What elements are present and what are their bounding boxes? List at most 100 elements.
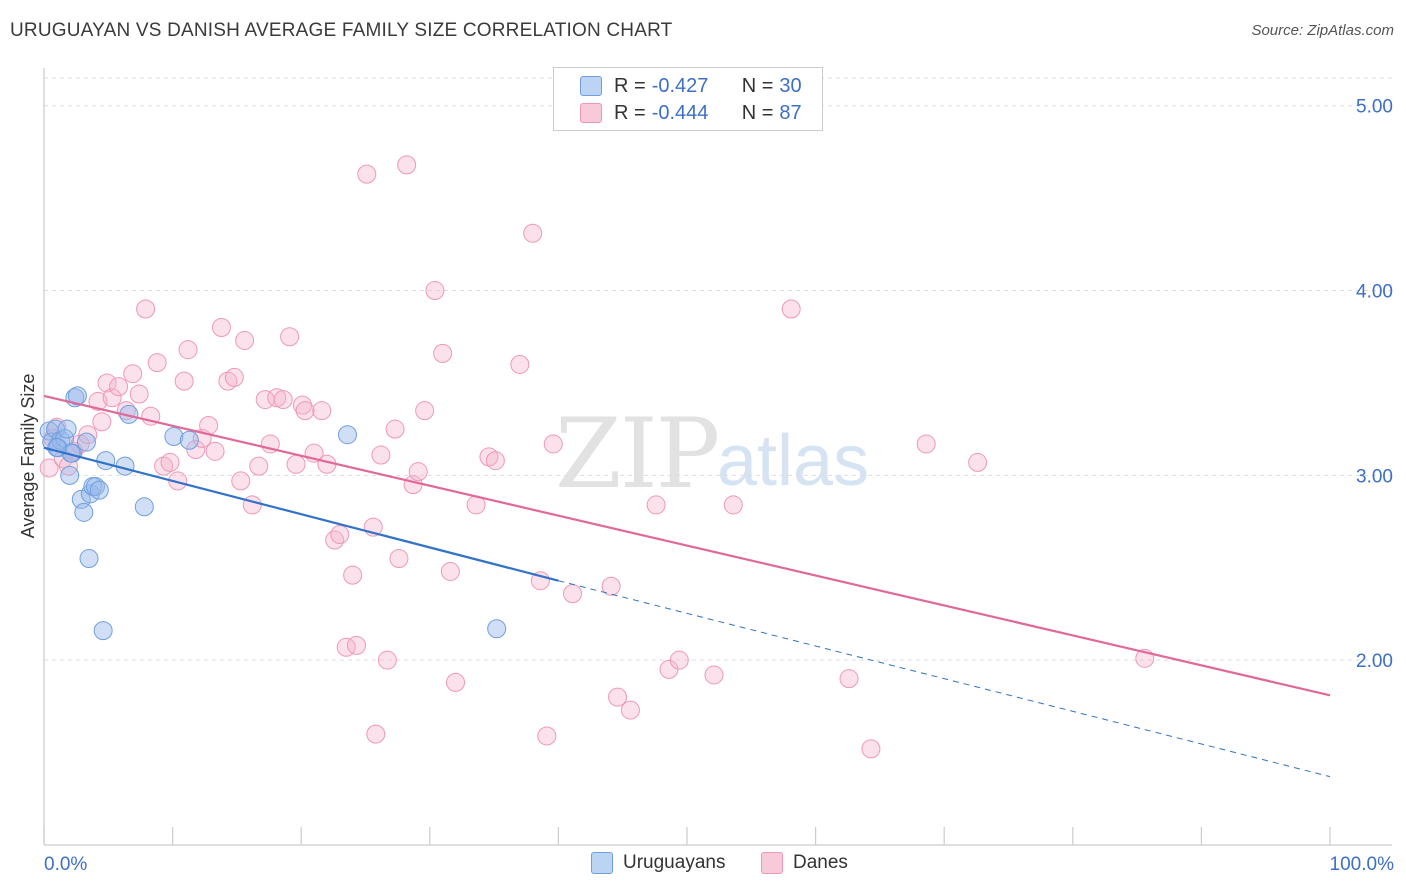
watermark-atlas: atlas <box>717 421 870 501</box>
dane-point <box>249 456 269 476</box>
legend-r-value: -0.427 <box>651 74 709 97</box>
dane-point <box>563 584 583 604</box>
dane-point <box>620 700 640 720</box>
dane-point <box>205 441 225 461</box>
chart-title: URUGUAYAN VS DANISH AVERAGE FAMILY SIZE … <box>10 20 673 41</box>
dane-point <box>129 384 149 404</box>
legend-n-label: N = <box>741 74 774 97</box>
uruguayan-point <box>60 465 80 485</box>
dane-point <box>415 401 435 421</box>
dane-point <box>440 561 460 581</box>
uruguayans-swatch <box>580 76 602 96</box>
y-tick-label: 3.00 <box>1356 466 1393 487</box>
uruguayan-point <box>89 480 109 500</box>
dane-point <box>646 495 666 515</box>
uruguayans-legend-swatch <box>591 852 613 874</box>
dane-point <box>669 650 689 670</box>
dane-point <box>916 434 936 454</box>
uruguayan-point <box>76 432 96 452</box>
legend-n-value: 87 <box>779 101 802 124</box>
y-tick-label: 2.00 <box>1356 651 1393 672</box>
dane-point <box>160 452 180 472</box>
dane-point <box>343 565 363 585</box>
correlation-legend: R = -0.427 N = 30 R = -0.444 N = 87 <box>553 67 823 131</box>
dane-point <box>109 377 129 397</box>
uruguayan-point <box>79 549 99 569</box>
legend-r-value: -0.444 <box>651 101 709 124</box>
dane-point <box>704 665 724 685</box>
uruguayan-point <box>179 430 199 450</box>
dane-point <box>154 456 174 476</box>
x-tick-label-max: 100.0% <box>1330 854 1395 875</box>
dane-point <box>723 495 743 515</box>
series-legend: Uruguayans Danes <box>0 852 1406 878</box>
dane-point <box>186 439 206 459</box>
danes-trendline <box>43 394 1331 697</box>
uruguayan-point <box>74 502 94 522</box>
dane-point <box>231 471 251 491</box>
danes-legend-label: Danes <box>793 852 848 873</box>
uruguayans-points <box>39 386 507 641</box>
dane-point <box>280 327 300 347</box>
gridlines <box>44 77 1392 661</box>
danes-points <box>39 155 1155 759</box>
dane-point <box>346 635 366 655</box>
dane-point <box>273 390 293 410</box>
dane-point <box>147 353 167 373</box>
dane-point <box>312 401 332 421</box>
dane-point <box>537 726 557 746</box>
dane-point <box>397 155 417 175</box>
dane-point <box>839 669 859 689</box>
dane-point <box>523 223 543 243</box>
legend-n-value: 30 <box>779 74 802 97</box>
x-tick-label-min: 0.0% <box>44 854 87 875</box>
legend-row-uruguayans: R = -0.427 N = 30 <box>580 74 802 98</box>
legend-item-danes: Danes <box>761 852 848 874</box>
y-axis-label: Average Family Size <box>18 374 38 539</box>
dane-point <box>224 367 244 387</box>
dane-point <box>510 354 530 374</box>
dane-point <box>92 412 112 432</box>
dane-point <box>366 724 386 744</box>
dane-point <box>485 451 505 471</box>
dane-point <box>371 445 391 465</box>
tick-labels: 2.00 3.00 4.00 5.00 0.0% 100.0% Average Family… <box>18 97 1394 875</box>
dane-point <box>102 388 122 408</box>
dane-point <box>211 318 231 338</box>
legend-row-danes: R = -0.444 N = 87 <box>580 101 802 125</box>
dane-point <box>433 343 453 363</box>
uruguayan-point <box>134 497 154 517</box>
legend-n-label: N = <box>741 101 774 124</box>
uruguayan-point <box>337 425 357 445</box>
axes <box>43 68 1392 846</box>
dane-point <box>78 425 98 445</box>
uruguayans-legend-label: Uruguayans <box>623 852 726 873</box>
legend-r-label: R = <box>614 74 646 97</box>
watermark-zip: ZIP <box>555 398 720 510</box>
uruguayan-point <box>47 438 67 458</box>
dane-point <box>608 687 628 707</box>
dane-point <box>385 419 405 439</box>
uruguayan-point <box>67 386 87 406</box>
dane-point <box>968 452 988 472</box>
dane-point <box>861 739 881 759</box>
uruguayan-point <box>487 619 507 639</box>
uruguayans-trendline-extension <box>558 580 1331 778</box>
dane-point <box>97 373 117 393</box>
dane-point <box>446 672 466 692</box>
uruguayan-point <box>85 476 105 496</box>
dane-point <box>377 650 397 670</box>
dane-point <box>330 525 350 545</box>
danes-swatch <box>580 103 602 123</box>
dane-point <box>357 164 377 184</box>
dane-point <box>123 364 143 384</box>
legend-item-uruguayans: Uruguayans <box>591 852 725 874</box>
dane-point <box>218 371 238 391</box>
dane-point <box>601 576 621 596</box>
dane-point <box>292 395 312 415</box>
uruguayan-point <box>93 621 113 641</box>
dane-point <box>267 388 287 408</box>
uruguayan-point <box>57 419 77 439</box>
uruguayan-point <box>96 451 116 471</box>
